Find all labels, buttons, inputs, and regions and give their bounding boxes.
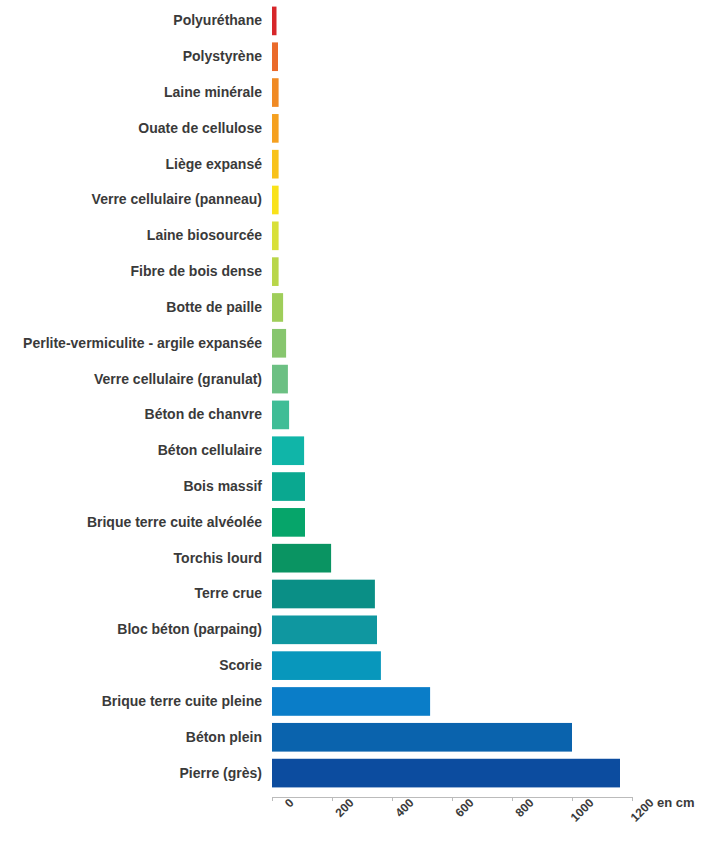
category-label: Polystyrène: [183, 48, 263, 64]
category-tick: Verre cellulaire (granulat): [94, 371, 272, 387]
bars: [272, 7, 620, 788]
tick-mark: [572, 797, 573, 801]
category-tick: Polystyrène: [183, 48, 272, 64]
category-label: Verre cellulaire (panneau): [92, 191, 262, 207]
category-label: Verre cellulaire (granulat): [94, 371, 262, 387]
bar: [272, 580, 375, 609]
bar: [272, 329, 286, 358]
category-label: Botte de paille: [166, 299, 262, 315]
tick-label: 1000: [568, 796, 597, 825]
category-tick: Bois massif: [183, 478, 272, 494]
category-label: Pierre (grès): [180, 765, 262, 781]
value-tick: 0: [273, 796, 297, 811]
category-label: Brique terre cuite alvéolée: [87, 514, 262, 530]
value-axis: 0 200 400 600 800 1000 1200: [273, 796, 657, 825]
tick-mark: [272, 797, 273, 801]
category-tick: Bloc béton (parpaing): [117, 621, 272, 637]
category-label: Fibre de bois dense: [131, 263, 263, 279]
bar: [272, 7, 277, 36]
category-label: Polyuréthane: [173, 12, 262, 28]
value-tick: 1200: [628, 796, 657, 825]
category-tick: Brique terre cuite alvéolée: [87, 514, 272, 530]
bar: [272, 114, 279, 143]
value-tick: 600: [452, 796, 476, 820]
category-label: Bloc béton (parpaing): [117, 621, 262, 637]
bar: [272, 687, 430, 716]
category-tick: Béton de chanvre: [145, 406, 272, 422]
bar: [272, 365, 288, 394]
category-label: Scorie: [219, 657, 262, 673]
category-label: Béton de chanvre: [145, 406, 263, 422]
category-tick: Botte de paille: [166, 299, 272, 315]
bar: [272, 78, 279, 107]
category-tick: Pierre (grès): [180, 765, 272, 781]
bar: [272, 723, 572, 752]
bar: [272, 150, 279, 179]
tick-mark: [512, 797, 513, 801]
tick-label: 1200: [628, 796, 657, 825]
bar: [272, 544, 331, 573]
category-label: Ouate de cellulose: [138, 120, 262, 136]
category-tick: Polyuréthane: [173, 12, 272, 28]
category-label: Bois massif: [183, 478, 262, 494]
bar: [272, 293, 283, 322]
tick-mark: [632, 797, 633, 801]
category-label: Brique terre cuite pleine: [102, 693, 262, 709]
bar: [272, 186, 279, 215]
value-tick: 800: [512, 796, 536, 820]
category-label: Liège expansé: [166, 156, 263, 172]
category-tick: Fibre de bois dense: [131, 263, 272, 279]
bar: [272, 615, 377, 644]
category-tick: Scorie: [219, 657, 272, 673]
axis-title: en cm: [657, 795, 695, 810]
chart: Polyuréthane Polystyrène Laine minérale Oua…: [0, 0, 715, 847]
tick-mark: [392, 797, 393, 801]
bar: [272, 257, 279, 286]
category-label: Terre crue: [195, 585, 263, 601]
tick-mark: [452, 797, 453, 801]
bar: [272, 759, 620, 788]
tick-label: 0: [282, 796, 297, 811]
value-tick: 200: [332, 796, 356, 820]
tick-label: 400: [392, 796, 416, 820]
category-label: Torchis lourd: [174, 550, 262, 566]
axis-line: [273, 798, 633, 802]
tick-label: 800: [512, 796, 536, 820]
tick-label: 200: [332, 796, 356, 820]
category-tick: Torchis lourd: [174, 550, 272, 566]
bar: [272, 42, 278, 71]
bar: [272, 651, 381, 680]
category-tick: Laine biosourcée: [147, 227, 272, 243]
category-tick: Béton plein: [186, 729, 272, 745]
category-label: Laine minérale: [164, 84, 262, 100]
bar: [272, 401, 289, 430]
category-tick: Verre cellulaire (panneau): [92, 191, 272, 207]
category-tick: Ouate de cellulose: [138, 120, 272, 136]
category-tick: Liège expansé: [166, 156, 273, 172]
value-tick: 1000: [568, 796, 597, 825]
bar: [272, 436, 304, 465]
tick-label: 600: [452, 796, 476, 820]
category-tick: Laine minérale: [164, 84, 272, 100]
category-axis: Polyuréthane Polystyrène Laine minérale Oua…: [23, 12, 272, 780]
category-tick: Brique terre cuite pleine: [102, 693, 272, 709]
category-label: Laine biosourcée: [147, 227, 262, 243]
category-tick: Terre crue: [195, 585, 272, 601]
category-label: Perlite-vermiculite - argile expansée: [23, 335, 262, 351]
category-tick: Perlite-vermiculite - argile expansée: [23, 335, 272, 351]
category-label: Béton cellulaire: [158, 442, 262, 458]
category-tick: Béton cellulaire: [158, 442, 272, 458]
bar: [272, 508, 305, 537]
category-label: Béton plein: [186, 729, 262, 745]
bar: [272, 472, 305, 501]
tick-mark: [332, 797, 333, 801]
value-tick: 400: [392, 796, 416, 820]
bar: [272, 221, 279, 250]
